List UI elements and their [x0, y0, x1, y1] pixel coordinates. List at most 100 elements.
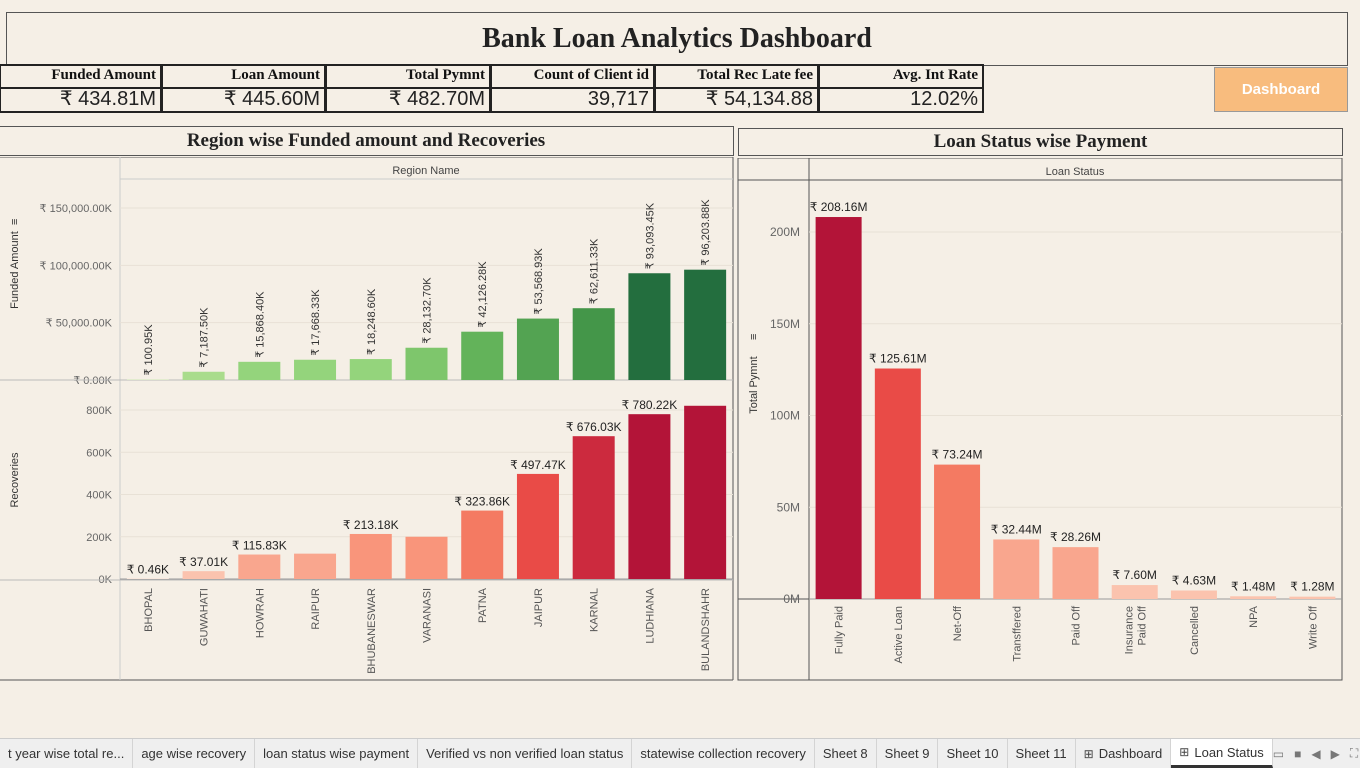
tab-verified[interactable]: Verified vs non verified loan status	[418, 739, 633, 768]
status-data-label: ₹ 1.48M	[1231, 579, 1275, 593]
status-data-label: ₹ 7.60M	[1113, 568, 1157, 582]
status-data-label: ₹ 28.26M	[1050, 530, 1101, 544]
status-data-label: ₹ 1.28M	[1290, 580, 1334, 594]
x-tick-label: GUWAHATI	[199, 588, 211, 646]
y-tick-label: 100M	[770, 409, 800, 423]
funded-data-label: ₹ 17,668.33K	[310, 289, 322, 356]
recovery-bar	[405, 536, 448, 579]
dashboard-button[interactable]: Dashboard	[1214, 67, 1348, 112]
recovery-data-label: ₹ 37.01K	[179, 555, 228, 569]
dashboard-title: Bank Loan Analytics Dashboard	[482, 23, 872, 54]
y-tick-label: 800K	[86, 405, 112, 417]
recovery-data-label: ₹ 0.46K	[127, 563, 169, 577]
kpi-value: ₹ 482.70M	[388, 88, 485, 110]
funded-bar	[126, 379, 169, 380]
x-tick-label: VARANASI	[422, 588, 434, 643]
x-tick-label: Insurance	[1124, 606, 1136, 654]
recovery-bar	[294, 553, 337, 579]
recovery-data-label: ₹ 323.86K	[454, 495, 510, 509]
kpi-strip: Funded Amount ₹ 434.81M Loan Amount ₹ 44…	[0, 64, 984, 113]
kpi-label: Total Pymnt	[405, 67, 485, 83]
grid-icon: ⊞	[1083, 746, 1094, 761]
x-tick-label: Transffered	[1011, 606, 1023, 662]
kpi-label: Count of Client id	[533, 67, 649, 83]
tab-label: t year wise total re...	[8, 746, 125, 761]
status-header-label: Loan Status	[1046, 166, 1105, 178]
y-axis-title: Funded Amount	[9, 231, 21, 309]
kpi-value: ₹ 54,134.88	[705, 88, 813, 110]
x-tick-label: Fully Paid	[834, 606, 846, 654]
funded-bar	[182, 371, 225, 380]
kpi-label: Funded Amount	[51, 67, 156, 83]
funded-data-label: ₹ 15,868.40K	[254, 291, 266, 358]
status-bar	[1170, 590, 1217, 599]
tab-loan-status-wise-payment[interactable]: loan status wise payment	[255, 739, 419, 768]
x-tick-label: PATNA	[477, 587, 489, 623]
status-data-label: ₹ 125.61M	[869, 352, 927, 366]
next-sheet-icon[interactable]: ▶	[1330, 746, 1340, 761]
filmstrip-icon[interactable]: ▭	[1272, 746, 1285, 761]
kpi-value: ₹ 434.81M	[59, 88, 156, 110]
x-tick-label: NPA	[1248, 605, 1260, 627]
recovery-bar	[461, 510, 504, 579]
x-tick-label: HOWRAH	[254, 588, 266, 638]
sheet-sorter-icon[interactable]: ■	[1294, 746, 1302, 761]
x-tick-label: BHUBANESWAR	[366, 588, 378, 674]
y-tick-label: ₹ 150,000.00K	[40, 203, 113, 215]
recovery-data-label: ₹ 497.47K	[510, 458, 566, 472]
panel-border	[737, 158, 1343, 681]
y-axis-title: Recoveries	[9, 452, 21, 508]
status-bar	[874, 368, 921, 599]
tab-label: Verified vs non verified loan status	[426, 746, 624, 761]
tab-sheet-10[interactable]: Sheet 10	[938, 739, 1008, 768]
funded-data-label: ₹ 53,568.93K	[533, 248, 545, 315]
kpi-avg-int-rate: Avg. Int Rate 12.02%	[819, 64, 984, 113]
y-tick-label: ₹ 0.00K	[73, 375, 112, 387]
status-data-label: ₹ 4.63M	[1172, 574, 1216, 588]
tab-sheet-9[interactable]: Sheet 9	[877, 739, 939, 768]
funded-data-label: ₹ 62,611.33K	[589, 238, 601, 304]
recovery-data-label: ₹ 213.18K	[343, 518, 399, 532]
tab-year-wise[interactable]: t year wise total re...	[0, 739, 134, 768]
region-chart-title: Region wise Funded amount and Recoveries	[0, 126, 734, 156]
y-axis-title: Total Pymnt	[748, 356, 760, 413]
x-tick-label: BULANDSHAHR	[700, 588, 712, 671]
tab-label: age wise recovery	[141, 746, 247, 761]
funded-bar	[684, 269, 727, 380]
recovery-bar	[238, 554, 281, 579]
funded-bar	[461, 331, 504, 380]
prev-sheet-icon[interactable]: ◀	[1311, 746, 1321, 761]
region-chart: Region Name ₹ 0.00K ₹ 50,000.00K ₹ 100,000.…	[0, 157, 734, 681]
status-bar	[1289, 596, 1336, 599]
tab-sheet-8[interactable]: Sheet 8	[815, 739, 877, 768]
y-tick-label: ₹ 100,000.00K	[40, 260, 113, 272]
funded-data-label: ₹ 100.95K	[143, 324, 155, 376]
x-tick-label: BHOPAL	[143, 588, 155, 632]
x-tick-label: Write Off	[1307, 605, 1319, 649]
y-tick-label: ₹ 50,000.00K	[46, 318, 113, 330]
tab-age-wise-recovery[interactable]: age wise recovery	[133, 739, 256, 768]
sort-icon: ≡	[748, 334, 760, 340]
status-data-label: ₹ 208.16M	[810, 200, 868, 214]
tab-sheet-11[interactable]: Sheet 11	[1008, 739, 1076, 768]
recovery-bar	[628, 414, 671, 579]
kpi-funded-amount: Funded Amount ₹ 434.81M	[0, 64, 162, 113]
tab-loan-status[interactable]: ⊞ Loan Status	[1171, 739, 1273, 768]
kpi-loan-amount: Loan Amount ₹ 445.60M	[162, 64, 326, 113]
tab-statewise[interactable]: statewise collection recovery	[632, 739, 815, 768]
recovery-data-label: ₹ 780.22K	[622, 398, 678, 412]
kpi-label: Avg. Int Rate	[892, 67, 978, 83]
fit-icon[interactable]: ⛶	[1349, 746, 1359, 760]
tab-controls: ▭ ■ ◀ ▶ ⛶ ⊞	[1273, 739, 1360, 768]
tab-dashboard[interactable]: ⊞ Dashboard	[1076, 739, 1172, 768]
recovery-data-label: ₹ 676.03K	[566, 420, 622, 434]
x-tick-label: Active Loan	[893, 606, 905, 663]
funded-data-label: ₹ 7,187.50K	[199, 307, 211, 368]
tab-label: Loan Status	[1194, 744, 1264, 760]
tab-label: Sheet 8	[822, 746, 868, 761]
status-data-label: ₹ 73.24M	[932, 448, 983, 462]
recovery-bar	[572, 436, 615, 579]
sheet-tab-bar: t year wise total re... age wise recover…	[0, 738, 1360, 768]
funded-data-label: ₹ 93,093.45K	[644, 202, 656, 269]
funded-data-label: ₹ 96,203.88K	[700, 199, 712, 266]
